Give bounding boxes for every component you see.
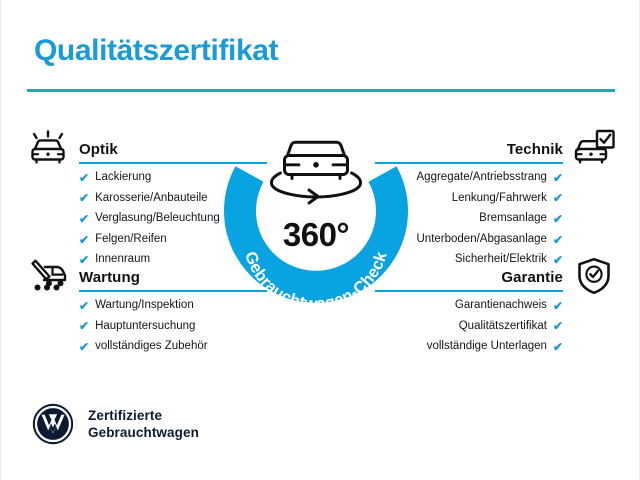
section-technik-header: Technik: [369, 128, 619, 166]
section-wartung-divider: [79, 290, 267, 292]
section-optik-list: ✔ Lackierung ✔ Karosserie/Anbauteile ✔ Verg…: [23, 166, 273, 269]
section-technik: Technik ✔ Aggregate/Antriebsstrang ✔ Lenku…: [369, 128, 619, 269]
list-item-label: vollständige Unterlagen: [426, 340, 547, 353]
badge-360-gebrauchtwagen-check: Gebrauchtwagen-Check 360°: [223, 118, 409, 314]
oil-dipstick-car-icon: [25, 256, 71, 296]
list-item: ✔ Unterboden/Abgasanlage: [369, 228, 564, 249]
footer-text: Zertifizierte Gebrauchtwagen: [88, 407, 199, 441]
check-icon: ✔: [79, 298, 90, 313]
list-item: ✔ Lenkung/Fahrwerk: [369, 187, 563, 208]
list-item: ✔ vollständige Unterlagen: [369, 335, 563, 356]
check-icon: ✔: [79, 339, 90, 354]
check-icon: ✔: [79, 191, 90, 206]
section-optik-title: Optik: [79, 141, 118, 158]
section-garantie-header: Garantie: [369, 256, 619, 296]
check-icon: ✔: [552, 211, 563, 226]
list-item: ✔ Karosserie/Anbauteile: [79, 187, 273, 208]
list-item: ✔ Hauptuntersuchung: [79, 315, 273, 336]
car-shine-icon: [25, 128, 71, 168]
list-item: ✔ Garantienachweis: [369, 294, 563, 315]
list-item-label: Unterboden/Abgasanlage: [416, 232, 547, 245]
section-wartung-list: ✔ Wartung/Inspektion ✔ Hauptuntersuchung ✔…: [23, 294, 273, 356]
list-item-label: Innenraum: [95, 253, 151, 266]
check-icon: ✔: [552, 319, 563, 334]
car-rotate-360-icon: [269, 140, 363, 205]
check-icon: ✔: [79, 232, 90, 247]
footer-line-2: Gebrauchtwagen: [88, 425, 199, 440]
list-item: ✔ Aggregate/Antriebsstrang: [369, 166, 563, 187]
section-wartung: Wartung ✔ Wartung/Inspektion ✔ Hauptunters…: [23, 256, 273, 356]
list-item: ✔ Lackierung: [79, 166, 273, 187]
section-technik-divider: [375, 162, 563, 164]
section-garantie-divider: [375, 290, 563, 292]
section-garantie-title: Garantie: [501, 269, 563, 286]
check-icon: ✔: [552, 170, 563, 185]
section-garantie: Garantie ✔ Garantienachweis ✔ Qualitätszer…: [369, 256, 619, 356]
list-item-label: Felgen/Reifen: [95, 232, 167, 245]
check-icon: ✔: [79, 211, 90, 226]
list-item: ✔ vollständiges Zubehör: [79, 335, 273, 356]
list-item: ✔ Innenraum: [79, 248, 273, 269]
list-item: ✔ Verglasung/Beleuchtung: [79, 207, 273, 228]
check-icon: ✔: [79, 253, 90, 268]
section-wartung-header: Wartung: [23, 256, 273, 294]
list-item-label: vollständiges Zubehör: [95, 340, 208, 353]
section-technik-list: ✔ Aggregate/Antriebsstrang ✔ Lenkung/Fahrw…: [369, 166, 619, 269]
title-divider: [27, 89, 615, 92]
section-optik: Optik ✔ Lackierung ✔ Karosserie/Anbauteile…: [23, 128, 273, 269]
list-item-label: Wartung/Inspektion: [95, 299, 194, 311]
list-item-label: Lenkung/Fahrwerk: [451, 191, 547, 204]
list-item: ✔ Felgen/Reifen: [79, 228, 273, 249]
list-item: ✔ Qualitätszertifikat: [369, 315, 563, 336]
section-optik-divider: [79, 162, 267, 164]
footer-brand: Zertifizierte Gebrauchtwagen: [31, 402, 199, 446]
list-item: ✔ Sicherheit/Elektrik: [369, 248, 563, 269]
list-item-label: Hauptuntersuchung: [95, 319, 196, 332]
list-item-label: Garantienachweis: [454, 299, 547, 311]
list-item-label: Bremsanlage: [479, 212, 547, 225]
list-item-label: Verglasung/Beleuchtung: [95, 212, 220, 225]
list-item-label: Qualitätszertifikat: [458, 319, 547, 332]
list-item: ✔ Bremsanlage: [369, 207, 563, 228]
shield-check-icon: [571, 256, 617, 296]
check-icon: ✔: [552, 339, 563, 354]
list-item-label: Aggregate/Antriebsstrang: [416, 171, 547, 183]
check-icon: ✔: [552, 253, 563, 268]
check-icon: ✔: [79, 170, 90, 185]
list-item-label: Lackierung: [95, 171, 152, 183]
check-icon: ✔: [552, 232, 563, 247]
section-garantie-list: ✔ Garantienachweis ✔ Qualitätszertifikat ✔…: [369, 294, 619, 356]
list-item-label: Sicherheit/Elektrik: [454, 253, 547, 266]
section-optik-header: Optik: [23, 128, 273, 166]
section-wartung-title: Wartung: [79, 269, 140, 286]
car-checkbox-icon: [571, 128, 617, 168]
section-technik-title: Technik: [506, 141, 563, 158]
list-item: ✔ Wartung/Inspektion: [79, 294, 273, 315]
footer-line-1: Zertifizierte: [88, 408, 163, 423]
page-title: Qualitätszertifikat: [34, 34, 279, 67]
check-icon: ✔: [552, 298, 563, 313]
list-item-label: Karosserie/Anbauteile: [95, 191, 208, 204]
vw-logo: [31, 402, 75, 446]
check-icon: ✔: [79, 319, 90, 334]
check-icon: ✔: [552, 191, 563, 206]
